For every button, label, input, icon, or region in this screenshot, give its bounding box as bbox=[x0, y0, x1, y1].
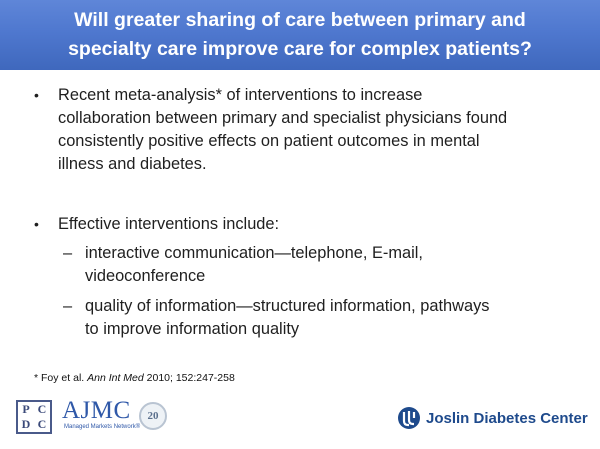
footnote-prefix: * Foy et al. bbox=[34, 372, 88, 384]
pcdc-letter: D bbox=[21, 417, 31, 431]
ajmc-wordmark: AJMC bbox=[62, 397, 131, 424]
footnote-suffix: 2010; 152:247-258 bbox=[143, 372, 235, 384]
sub-bullet-mark: – bbox=[63, 244, 73, 262]
anniversary-badge-icon: 20 bbox=[139, 402, 167, 430]
bullet-line: Recent meta-analysis* of interventions t… bbox=[58, 86, 423, 104]
sub-item-communication: – interactive communication—telephone, E… bbox=[63, 242, 585, 288]
footnote-journal: Ann Int Med bbox=[87, 372, 144, 384]
joslin-wordmark: Joslin Diabetes Center bbox=[426, 409, 588, 427]
bullet-mark: • bbox=[34, 216, 39, 232]
slide-title: Will greater sharing of care between pri… bbox=[68, 6, 532, 64]
sub-line: to improve information quality bbox=[85, 320, 300, 338]
pcdc-letter: C bbox=[37, 402, 47, 416]
joslin-emblem-icon bbox=[398, 407, 420, 429]
title-line-2: specialty care improve care for complex … bbox=[68, 38, 532, 60]
sub-line: quality of information—structured inform… bbox=[85, 297, 490, 315]
sub-bullet-mark: – bbox=[63, 297, 73, 315]
sub-line: interactive communication—telephone, E-m… bbox=[85, 244, 423, 262]
sub-line: videoconference bbox=[85, 267, 206, 285]
bullet-line: collaboration between primary and specia… bbox=[58, 109, 508, 127]
footnote: * Foy et al. Ann Int Med 2010; 152:247-2… bbox=[34, 372, 235, 384]
title-bar: Will greater sharing of care between pri… bbox=[0, 0, 600, 70]
bullet-item-interventions: • Effective interventions include: bbox=[34, 213, 588, 236]
bullet-line: illness and diabetes. bbox=[58, 155, 207, 173]
pcdc-logo: P C D C bbox=[16, 400, 52, 434]
ajmc-subtitle: Managed Markets Network® bbox=[64, 424, 141, 430]
bullet-line: consistently positive effects on patient… bbox=[58, 132, 480, 150]
pcdc-letter: P bbox=[22, 402, 30, 416]
pcdc-letter: C bbox=[37, 417, 47, 431]
badge-number: 20 bbox=[147, 410, 159, 422]
joslin-logo: Joslin Diabetes Center bbox=[397, 406, 588, 430]
bullet-item-meta-analysis: • Recent meta-analysis* of interventions… bbox=[34, 84, 588, 176]
sub-item-information: – quality of information—structured info… bbox=[63, 295, 595, 341]
bullet-mark: • bbox=[34, 87, 39, 103]
title-line-1: Will greater sharing of care between pri… bbox=[74, 9, 526, 31]
ajmc-logo: AJMC Managed Markets Network® bbox=[62, 397, 141, 431]
bullet-line: Effective interventions include: bbox=[58, 215, 280, 233]
logo-strip: P C D C AJMC Managed Markets Network® 20… bbox=[0, 392, 600, 449]
